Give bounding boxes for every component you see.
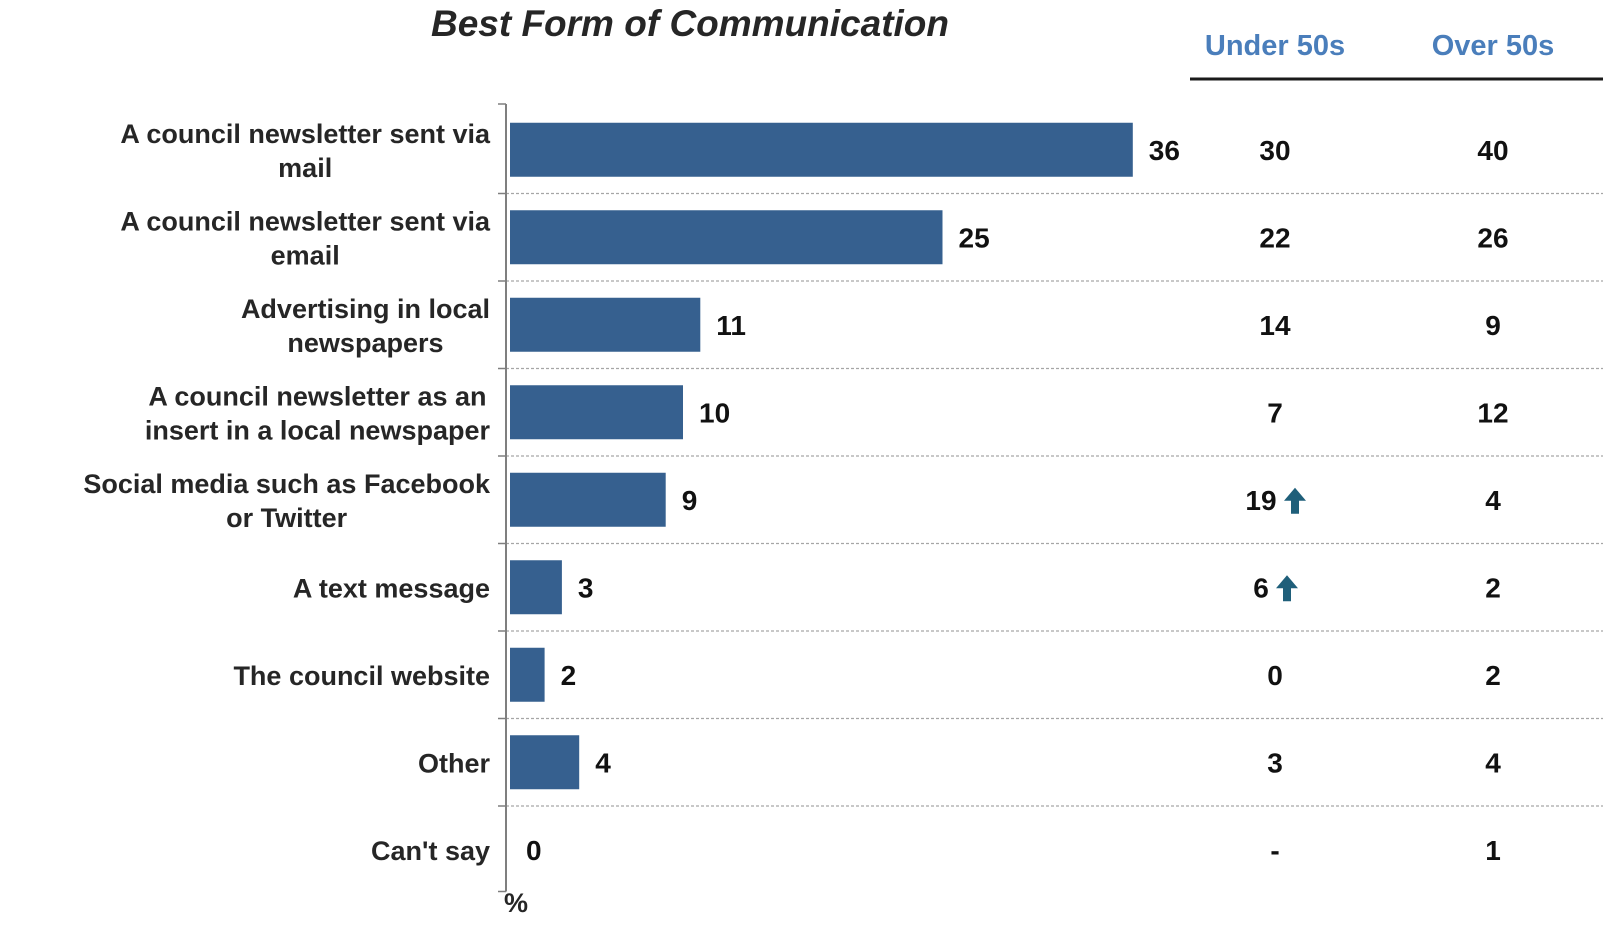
column-header-under-50s: Under 50s	[1205, 30, 1345, 62]
bar	[510, 560, 562, 615]
chart-row: A council newsletter as an insert in a lo…	[145, 381, 1603, 457]
subgroup-header: Under 50s Over 50s	[1190, 30, 1603, 81]
chart-row: Can't say 0 - 1	[371, 835, 1501, 866]
column-header-over-50s: Over 50s	[1432, 30, 1555, 62]
unit-label: %	[504, 888, 528, 918]
bar-value-label: 3	[578, 572, 594, 603]
under-50s-value: 14	[1259, 310, 1291, 341]
bar-value-label: 9	[682, 485, 698, 516]
bar-value-label: 10	[699, 397, 730, 428]
category-axis	[498, 103, 507, 893]
arrow-up-icon	[1284, 487, 1306, 514]
bar	[510, 472, 666, 527]
under-50s-value: 19	[1245, 485, 1276, 516]
over-50s-value: 2	[1485, 660, 1501, 691]
bar	[510, 210, 943, 265]
over-50s-value: 4	[1485, 485, 1501, 516]
under-50s-value: 30	[1259, 135, 1290, 166]
chart-row: A council newsletter sent via mail 36 30 40	[120, 119, 1603, 195]
bar	[510, 122, 1133, 177]
chart-row: The council website 2 0 2	[233, 647, 1603, 720]
category-label: A council newsletter sent via mail	[120, 119, 491, 183]
chart-row: Other 4 3 4	[418, 735, 1603, 807]
chart-row: Social media such as Facebook or Twitter 9…	[83, 469, 1603, 545]
under-50s-value: 3	[1267, 747, 1283, 778]
bar-value-label: 36	[1149, 135, 1180, 166]
category-label: The council website	[233, 661, 490, 691]
bar-value-label: 0	[526, 835, 542, 866]
bar	[510, 647, 545, 702]
under-50s-value: 0	[1267, 660, 1283, 691]
bar	[510, 385, 683, 440]
chart-row: A council newsletter sent via email 25 22 26	[120, 206, 1603, 282]
chart-row: Advertising in local newspapers 11 14 9	[241, 294, 1603, 370]
under-50s-value: -	[1270, 835, 1279, 866]
under-50s-value: 7	[1267, 397, 1283, 428]
chart-row: A text message 3 6 2	[293, 560, 1603, 632]
over-50s-value: 12	[1477, 397, 1508, 428]
bar	[510, 297, 701, 352]
category-label: Can't say	[371, 836, 490, 866]
over-50s-value: 9	[1485, 310, 1501, 341]
category-label: A text message	[293, 573, 490, 603]
category-label: Social media such as Facebook or Twitter	[83, 469, 491, 533]
over-50s-value: 4	[1485, 747, 1501, 778]
bar-value-label: 25	[959, 222, 990, 253]
under-50s-value: 22	[1259, 222, 1290, 253]
bar-value-label: 2	[561, 660, 577, 691]
category-label: Advertising in local newspapers	[241, 294, 490, 358]
category-label: A council newsletter sent via email	[120, 206, 491, 270]
category-label: A council newsletter as an insert in a lo…	[145, 381, 491, 445]
arrow-up-icon	[1276, 575, 1298, 602]
category-label: Other	[418, 748, 491, 778]
chart-title: Best Form of Communication	[431, 3, 949, 44]
bar-value-label: 4	[595, 747, 611, 778]
bar	[510, 735, 580, 790]
over-50s-value: 40	[1477, 135, 1508, 166]
bar-value-label: 11	[716, 310, 746, 341]
under-50s-value: 6	[1253, 572, 1269, 603]
over-50s-value: 1	[1485, 835, 1501, 866]
over-50s-value: 2	[1485, 572, 1501, 603]
over-50s-value: 26	[1477, 222, 1508, 253]
